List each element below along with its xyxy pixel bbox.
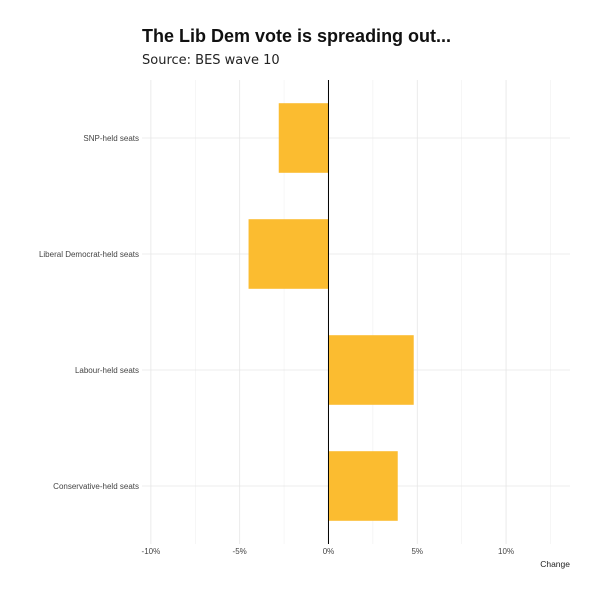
x-tick-label-0: -10%	[142, 547, 161, 556]
y-tick-label-3: Conservative-held seats	[53, 482, 139, 491]
chart-subtitle: Source: BES wave 10	[142, 53, 280, 68]
bar-3	[328, 451, 398, 521]
x-axis-title: Change	[540, 559, 570, 569]
x-tick-label-3: 5%	[411, 547, 423, 556]
chart-title: The Lib Dem vote is spreading out...	[142, 26, 452, 46]
y-tick-label-1: Liberal Democrat-held seats	[39, 250, 139, 259]
x-tick-label-2: 0%	[323, 547, 335, 556]
y-tick-label-0: SNP-held seats	[83, 134, 139, 143]
bars	[248, 103, 414, 521]
bar-2	[328, 335, 414, 405]
x-tick-labels: -10% -5% 0% 5% 10%	[142, 547, 515, 556]
bar-0	[278, 103, 329, 173]
x-tick-label-1: -5%	[233, 547, 247, 556]
x-tick-label-4: 10%	[498, 547, 514, 556]
y-tick-labels: SNP-held seats Liberal Democrat-held seat…	[39, 134, 139, 491]
bar-1	[248, 219, 329, 289]
y-tick-label-2: Labour-held seats	[75, 366, 139, 375]
